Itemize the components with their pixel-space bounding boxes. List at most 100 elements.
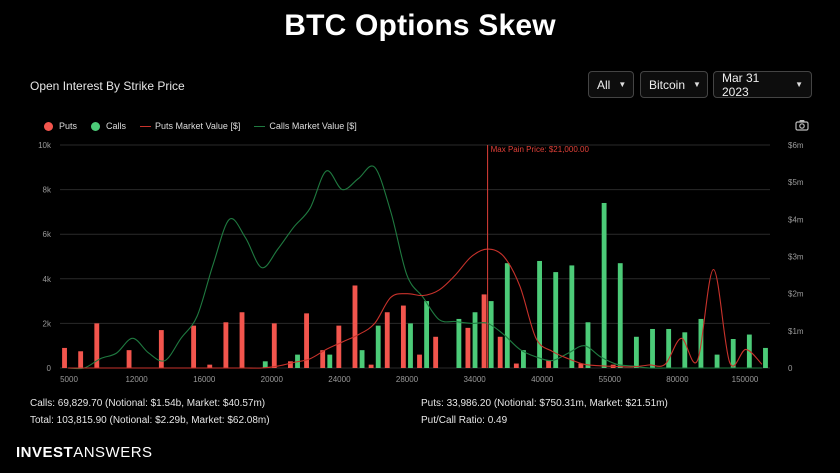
calls-bar bbox=[569, 265, 575, 368]
max-pain-label: Max Pain Price: $21,000.00 bbox=[491, 145, 590, 154]
calls-bar bbox=[650, 328, 655, 368]
chevron-down-icon: ▼ bbox=[795, 80, 803, 89]
legend-item-calls[interactable]: Calls bbox=[91, 121, 126, 131]
calls-bar bbox=[262, 361, 268, 368]
y-axis-left-tick-label: 4k bbox=[43, 275, 52, 284]
legend-line-puts-mv bbox=[140, 125, 152, 127]
calls-bar bbox=[424, 301, 430, 368]
calls-bar bbox=[327, 354, 333, 368]
puts-bar bbox=[368, 364, 374, 368]
calls-bar bbox=[472, 312, 478, 368]
puts-bar bbox=[336, 325, 342, 368]
legend-dot-calls bbox=[91, 121, 101, 131]
x-axis-tick-label: 150000 bbox=[732, 375, 759, 384]
legend-line-calls-mv bbox=[254, 125, 266, 127]
legend-dot-puts bbox=[44, 121, 53, 131]
puts-bar bbox=[191, 325, 197, 368]
brand-part2: ANSWERS bbox=[73, 444, 153, 461]
put-call-ratio: Put/Call Ratio: 0.49 bbox=[421, 415, 508, 426]
y-axis-right-tick-label: $2m bbox=[788, 290, 804, 299]
puts-bar bbox=[433, 336, 439, 368]
calls-bar bbox=[682, 332, 688, 368]
x-axis-tick-label: 40000 bbox=[531, 375, 554, 384]
puts-market-value-line bbox=[68, 248, 763, 369]
y-axis-right-tick-label: $5m bbox=[788, 178, 804, 187]
calls-bar bbox=[730, 339, 736, 368]
legend-label-puts: Puts bbox=[59, 121, 78, 131]
puts-bar bbox=[94, 323, 100, 368]
calls-bar bbox=[504, 263, 510, 368]
x-axis-tick-label: 16000 bbox=[193, 375, 216, 384]
puts-bar bbox=[417, 354, 422, 368]
puts-bar bbox=[465, 327, 471, 368]
legend-item-puts-market-value[interactable]: Puts Market Value [$] bbox=[140, 121, 240, 131]
y-axis-left-tick-label: 2k bbox=[43, 319, 52, 328]
chevron-down-icon: ▼ bbox=[693, 80, 701, 89]
puts-bar bbox=[207, 364, 213, 368]
legend-label-calls-mv: Calls Market Value [$] bbox=[269, 121, 357, 131]
calls-bar bbox=[617, 263, 623, 368]
calls-bar bbox=[456, 318, 462, 368]
x-axis-tick-label: 24000 bbox=[328, 375, 351, 384]
camera-icon[interactable] bbox=[795, 119, 809, 131]
y-axis-left-tick-label: 6k bbox=[43, 230, 52, 239]
puts-bar bbox=[481, 294, 487, 368]
filter-type-label: All bbox=[597, 77, 611, 92]
y-axis-right-tick-label: $1m bbox=[788, 327, 804, 336]
filter-type-dropdown[interactable]: All ▼ bbox=[588, 71, 634, 98]
page-header: BTC Options Skew bbox=[0, 0, 840, 52]
filter-asset-label: Bitcoin bbox=[649, 77, 686, 92]
page-title: BTC Options Skew bbox=[284, 9, 556, 42]
x-axis-tick-label: 5000 bbox=[60, 375, 78, 384]
puts-bar bbox=[304, 313, 309, 368]
x-axis-tick-label: 20000 bbox=[261, 375, 284, 384]
calls-bar bbox=[375, 325, 381, 368]
x-axis-tick-label: 28000 bbox=[396, 375, 419, 384]
calls-summary: Calls: 69,829.70 (Notional: $1.54b, Mark… bbox=[30, 398, 266, 409]
y-axis-right-tick-label: $4m bbox=[788, 215, 804, 224]
puts-bar bbox=[158, 330, 164, 368]
total-summary: Total: 103,815.90 (Notional: $2.29b, Mar… bbox=[30, 415, 270, 426]
calls-bar bbox=[666, 328, 672, 368]
legend-item-calls-market-value[interactable]: Calls Market Value [$] bbox=[254, 121, 357, 131]
x-axis-tick-label: 34000 bbox=[463, 375, 486, 384]
legend-label-puts-mv: Puts Market Value [$] bbox=[155, 121, 241, 131]
filter-asset-dropdown[interactable]: Bitcoin ▼ bbox=[640, 71, 708, 98]
puts-bar bbox=[497, 336, 503, 368]
puts-bar bbox=[62, 347, 67, 368]
x-axis-tick-label: 55000 bbox=[599, 375, 622, 384]
puts-bar bbox=[223, 322, 229, 368]
brand-part1: INVEST bbox=[16, 444, 74, 461]
open-interest-chart: 0 2k 4k 6k 8k 10k 0 $1m $2m $3m $4m $5m $6m 5000 12000… bbox=[38, 141, 804, 384]
calls-bar bbox=[488, 301, 494, 368]
calls-bar bbox=[763, 347, 768, 368]
y-axis-left-tick-label: 0 bbox=[47, 364, 52, 373]
puts-bar bbox=[320, 350, 326, 368]
y-axis-right-tick-label: 0 bbox=[788, 364, 793, 373]
brand-logo: INVESTANSWERS bbox=[16, 444, 153, 461]
legend-item-puts[interactable]: Puts bbox=[44, 121, 77, 131]
x-axis-tick-label: 80000 bbox=[666, 375, 689, 384]
y-axis-left-tick-label: 10k bbox=[38, 141, 52, 150]
filter-expiry-dropdown[interactable]: Mar 31 2023 ▼ bbox=[713, 71, 812, 99]
chart-legend: Puts Calls Puts Market Value [$] Calls M… bbox=[44, 121, 371, 131]
calls-bar bbox=[359, 350, 365, 368]
calls-bar bbox=[714, 354, 720, 368]
calls-bar bbox=[408, 323, 413, 368]
puts-bar bbox=[239, 312, 245, 368]
calls-bar bbox=[553, 272, 559, 368]
x-axis-tick-label: 12000 bbox=[125, 375, 148, 384]
puts-summary: Puts: 33,986.20 (Notional: $750.31m, Mar… bbox=[421, 398, 668, 409]
puts-bar bbox=[578, 363, 584, 368]
y-axis-right-tick-label: $6m bbox=[788, 141, 804, 150]
puts-bar bbox=[126, 350, 132, 368]
puts-bar bbox=[352, 285, 358, 368]
puts-bar bbox=[400, 305, 406, 368]
calls-bar bbox=[537, 260, 542, 368]
calls-bar bbox=[521, 350, 526, 368]
puts-bar bbox=[513, 363, 519, 368]
puts-bar bbox=[546, 360, 552, 368]
puts-bar bbox=[78, 351, 84, 368]
puts-bar bbox=[288, 361, 293, 368]
calls-bar bbox=[585, 322, 591, 368]
